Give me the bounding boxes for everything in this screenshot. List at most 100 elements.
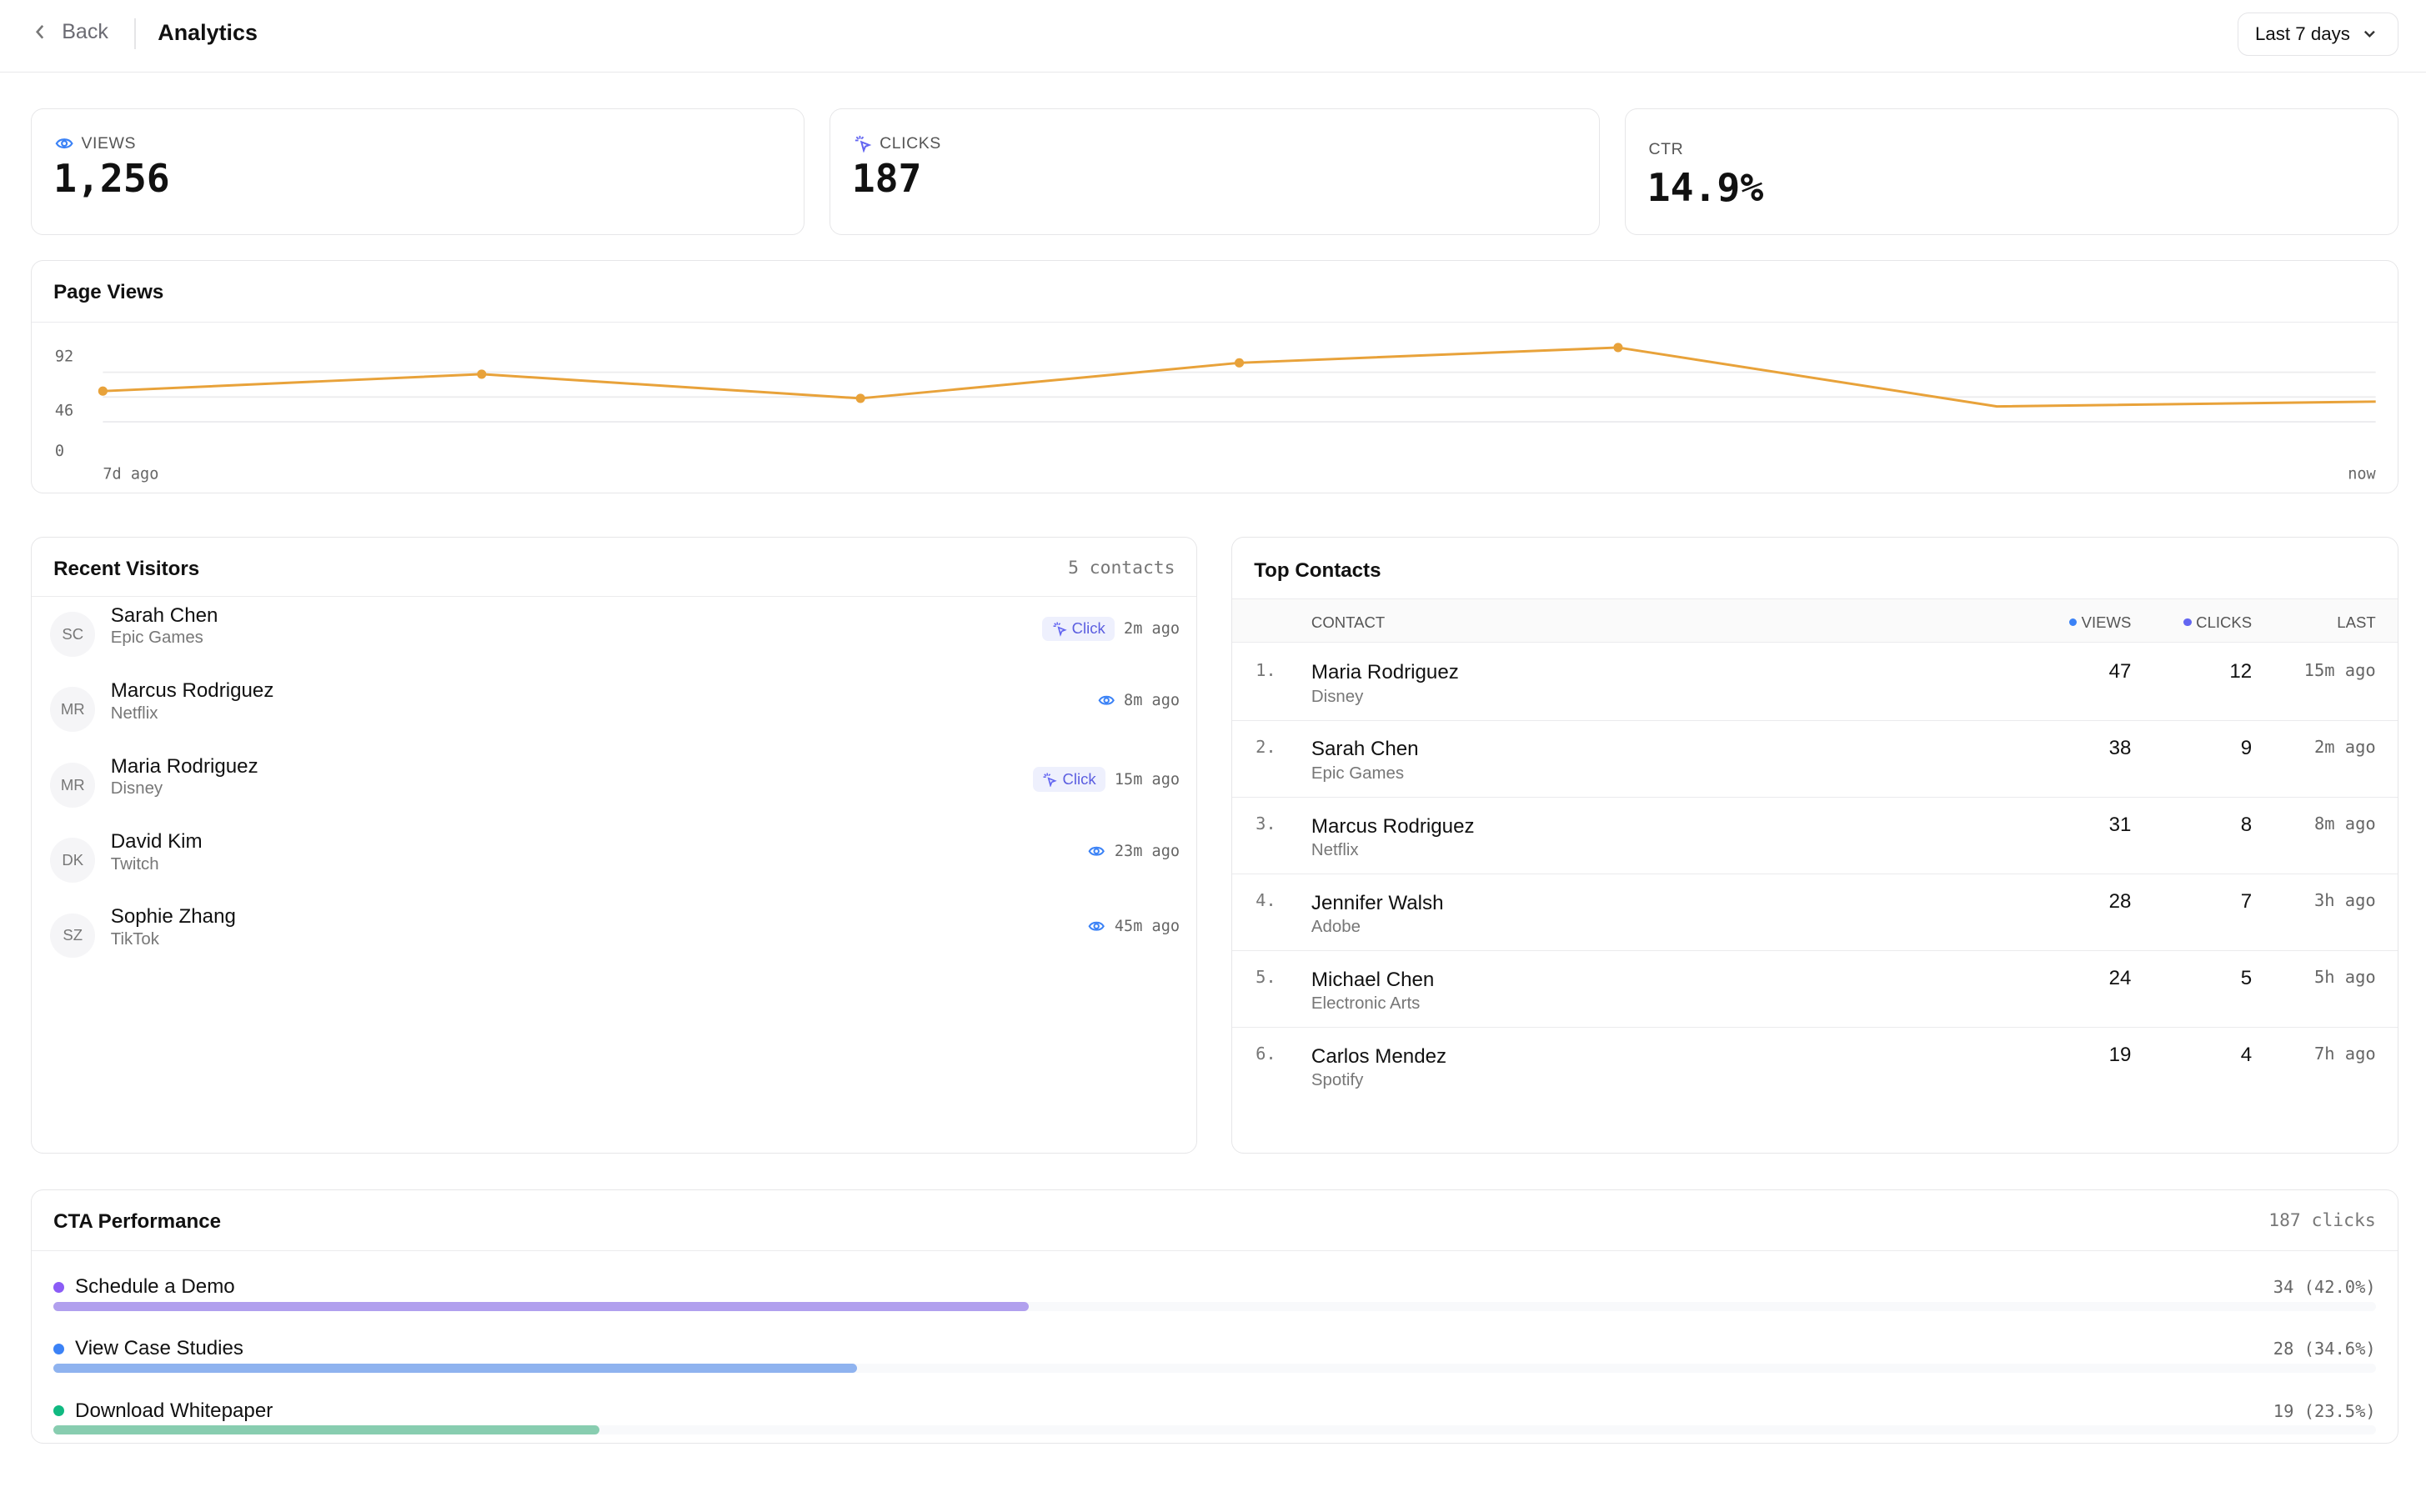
cta-item: View Case Studies 28 (34.6%) <box>53 1337 2376 1399</box>
views-count: 19 <box>2108 1043 2132 1066</box>
data-point[interactable] <box>477 369 487 379</box>
visitor-row[interactable]: MR Maria Rodriguez Disney Click 15m ago <box>32 748 1196 823</box>
cta-total: 187 clicks <box>2268 1210 2376 1232</box>
column-clicks[interactable]: CLICKS <box>2183 613 2252 632</box>
clicks-dot-icon <box>2183 618 2192 627</box>
card-title: Page Views <box>53 280 164 303</box>
page-title: Analytics <box>158 20 258 46</box>
clicks-count: 8 <box>2240 813 2253 836</box>
visitor-name: David Kim <box>110 829 203 853</box>
visitor-time: 45m ago <box>1114 918 1180 936</box>
cta-name: View Case Studies <box>75 1337 243 1360</box>
cta-progress-fill <box>53 1301 1030 1311</box>
visitor-name: Sarah Chen <box>110 603 218 627</box>
contact-company: Epic Games <box>1311 764 1405 784</box>
cta-dot-icon <box>53 1405 65 1417</box>
clicks-label: CLICKS <box>880 133 941 153</box>
avatar: SZ <box>50 913 96 959</box>
column-last[interactable]: LAST <box>2337 613 2376 631</box>
visitor-name: Sophie Zhang <box>110 905 236 929</box>
card-title: Recent Visitors <box>53 558 200 581</box>
contact-name: Carlos Mendez <box>1311 1044 1447 1068</box>
chevron-down-icon <box>2363 31 2375 38</box>
contact-name: Michael Chen <box>1311 968 1435 991</box>
data-point[interactable] <box>98 386 108 396</box>
visitor-company: Netflix <box>110 703 158 723</box>
click-badge: Click <box>1042 616 1115 642</box>
cursor-click-icon <box>1053 622 1067 637</box>
cta-label: Download Whitepaper <box>53 1399 273 1423</box>
eye-icon <box>55 138 73 149</box>
avatar: MR <box>50 762 96 808</box>
eye-icon <box>1088 922 1105 932</box>
visitor-activity: Click 15m ago <box>1033 767 1180 792</box>
visitor-company: Twitch <box>110 854 159 874</box>
chevron-left-icon <box>35 25 44 39</box>
clicks-count: 12 <box>2229 659 2253 683</box>
cta-label: View Case Studies <box>53 1337 243 1360</box>
x-tick-label: 7d ago <box>103 465 158 483</box>
table-row[interactable]: 4. Jennifer Walsh Adobe 28 7 3h ago <box>1232 874 2398 952</box>
card-header: Recent Visitors 5 contacts <box>32 538 1197 597</box>
data-point[interactable] <box>1613 343 1623 353</box>
visitor-company: Disney <box>110 779 163 799</box>
cta-progress-track <box>53 1425 2376 1435</box>
table-row[interactable]: 6. Carlos Mendez Spotify 19 4 7h ago <box>1232 1028 2397 1104</box>
card-header: Top Contacts <box>1232 538 2398 600</box>
eye-icon <box>1088 846 1105 856</box>
cursor-click-icon <box>1043 773 1058 788</box>
y-tick-label: 92 <box>55 348 73 365</box>
date-range-select[interactable]: Last 7 days <box>2237 12 2398 56</box>
table-row[interactable]: 3. Marcus Rodriguez Netflix 31 8 8m ago <box>1232 798 2398 875</box>
column-views[interactable]: VIEWS <box>2068 613 2132 632</box>
stat-card-clicks: CLICKS 187 <box>829 108 1600 236</box>
table-row[interactable]: 1. Maria Rodriguez Disney 47 12 15m ago <box>1232 644 2398 722</box>
avatar: DK <box>50 838 96 883</box>
last-seen: 15m ago <box>2303 659 2376 680</box>
views-count: 31 <box>2108 813 2132 836</box>
contact-name: Jennifer Walsh <box>1311 891 1444 914</box>
table-row[interactable]: 2. Sarah Chen Epic Games 38 9 2m ago <box>1232 721 2398 799</box>
visitor-row[interactable]: SZ Sophie Zhang TikTok 45m ago <box>32 899 1196 974</box>
visitor-name: Marcus Rodriguez <box>110 679 274 703</box>
cta-value: 34 (42.0%) <box>2273 1277 2376 1298</box>
data-point[interactable] <box>1235 358 1245 368</box>
visitor-time: 15m ago <box>1114 770 1180 789</box>
clicks-value: 187 <box>851 155 922 201</box>
visitor-row[interactable]: SC Sarah Chen Epic Games Click 2m ago <box>32 598 1196 672</box>
card-header: CTA Performance 187 clicks <box>32 1190 2398 1251</box>
views-dot-icon <box>2068 618 2078 627</box>
views-label: VIEWS <box>81 133 136 153</box>
recent-visitors-card: Recent Visitors 5 contacts SC Sarah Chen… <box>31 536 1198 1154</box>
views-count: 28 <box>2108 889 2132 913</box>
cursor-click-icon <box>855 135 871 153</box>
column-contact[interactable]: CONTACT <box>1311 613 1386 631</box>
ctr-value: 14.9% <box>1647 164 1764 210</box>
visitor-time: 8m ago <box>1124 692 1180 709</box>
badge-label: Click <box>1062 770 1096 789</box>
views-count: 24 <box>2108 966 2132 989</box>
rank: 6. <box>1256 1043 1276 1064</box>
back-label: Back <box>62 20 108 44</box>
contact-company: Adobe <box>1311 918 1361 937</box>
visitor-company: Epic Games <box>110 628 203 648</box>
cta-label: Schedule a Demo <box>53 1275 235 1299</box>
rank: 1. <box>1256 659 1276 680</box>
page-views-card: Page Views 92 46 0 7d ago now <box>31 259 2398 494</box>
visitor-row[interactable]: DK David Kim Twitch 23m ago <box>32 824 1196 899</box>
table-header: CONTACT VIEWS CLICKS LAST <box>1232 599 2398 643</box>
avatar: MR <box>50 687 96 733</box>
badge-label: Click <box>1071 619 1105 638</box>
views-count: 38 <box>2108 736 2132 759</box>
contact-name: Marcus Rodriguez <box>1311 814 1475 838</box>
back-button[interactable]: Back <box>34 20 108 44</box>
rank: 5. <box>1256 966 1276 987</box>
data-point[interactable] <box>855 393 865 403</box>
contact-company: Disney <box>1311 687 1364 706</box>
table-row[interactable]: 5. Michael Chen Electronic Arts 24 5 5h … <box>1232 951 2398 1029</box>
visitor-row[interactable]: MR Marcus Rodriguez Netflix 8m ago <box>32 673 1196 748</box>
cta-item: Download Whitepaper 19 (23.5%) <box>53 1399 2376 1443</box>
views-count: 47 <box>2108 659 2132 683</box>
views-header-label: VIEWS <box>2081 613 2132 631</box>
visitor-company: TikTok <box>110 930 159 949</box>
